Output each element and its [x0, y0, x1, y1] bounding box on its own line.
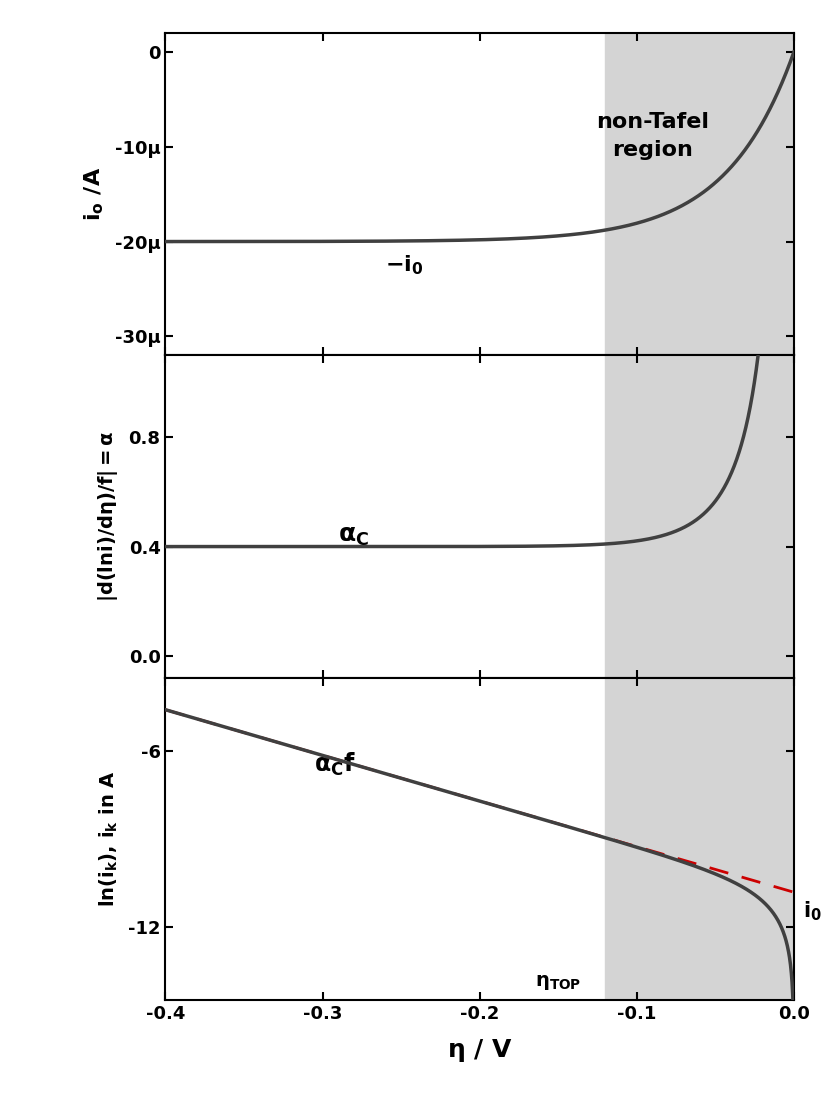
Text: $\mathbf{\eta_{TOP}}$: $\mathbf{\eta_{TOP}}$	[535, 973, 581, 992]
Bar	[605, 33, 794, 355]
Bar	[605, 355, 794, 678]
Bar	[605, 678, 794, 1000]
Text: $\mathbf{\alpha_C f}$: $\mathbf{\alpha_C f}$	[314, 751, 356, 778]
Text: non-Tafel
region: non-Tafel region	[596, 112, 709, 160]
X-axis label: $\mathbf{\eta}$ / V: $\mathbf{\eta}$ / V	[447, 1036, 513, 1064]
Y-axis label: $\mathbf{| d(lni)/d\eta)/f | = \alpha}$: $\mathbf{| d(lni)/d\eta)/f | = \alpha}$	[96, 431, 120, 602]
Y-axis label: $\mathbf{ln(i_k)}$, $\mathbf{i_k}$ in A: $\mathbf{ln(i_k)}$, $\mathbf{i_k}$ in A	[98, 770, 120, 908]
Y-axis label: $\mathbf{i_o}$ /A: $\mathbf{i_o}$ /A	[83, 167, 107, 221]
Text: $\mathbf{i_0}$: $\mathbf{i_0}$	[803, 900, 822, 923]
Text: $\mathbf{- i_0}$: $\mathbf{- i_0}$	[385, 253, 423, 277]
Text: $\mathbf{\alpha_C}$: $\mathbf{\alpha_C}$	[338, 524, 370, 548]
